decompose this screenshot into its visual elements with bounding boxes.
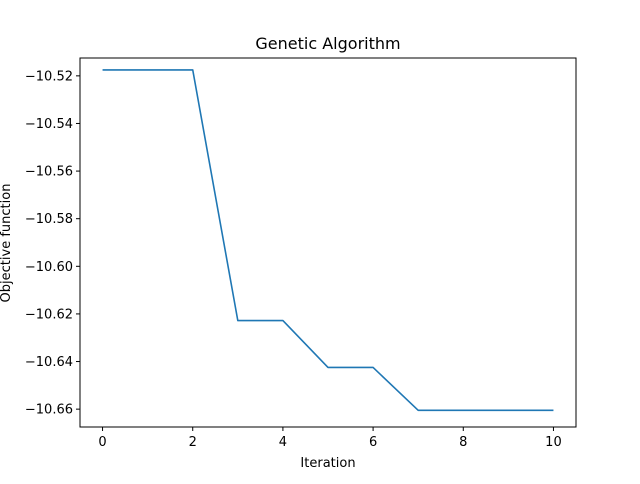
y-tick-label: −10.64 (25, 355, 73, 370)
series-line (102, 69, 554, 412)
y-axis-ticks: −10.52 −10.54 −10.56 −10.58 −10.60 −10.62 −10.… (25, 69, 80, 418)
x-tick-label: 4 (279, 435, 287, 450)
x-tick-label: 2 (189, 435, 197, 450)
y-tick-label: −10.66 (25, 403, 73, 418)
chart-title: Genetic Algorithm (255, 34, 400, 53)
x-tick-label: 8 (459, 435, 467, 450)
y-tick-label: −10.62 (25, 307, 73, 322)
y-tick-label: −10.60 (25, 260, 73, 275)
x-tick-label: 0 (98, 435, 106, 450)
x-tick-label: 10 (545, 435, 562, 450)
y-tick-label: −10.54 (25, 117, 73, 132)
y-tick-label: −10.52 (25, 69, 73, 84)
y-axis-label: Objective function (0, 184, 14, 303)
series-group (102, 69, 554, 412)
y-tick-label: −10.58 (25, 212, 73, 227)
plot-frame (79, 57, 577, 428)
plot-area (80, 58, 576, 427)
x-axis-ticks: 0 2 4 6 8 10 (98, 427, 562, 450)
y-tick-label: −10.56 (25, 165, 73, 180)
x-tick-label: 6 (369, 435, 377, 450)
x-axis-label: Iteration (300, 456, 355, 471)
